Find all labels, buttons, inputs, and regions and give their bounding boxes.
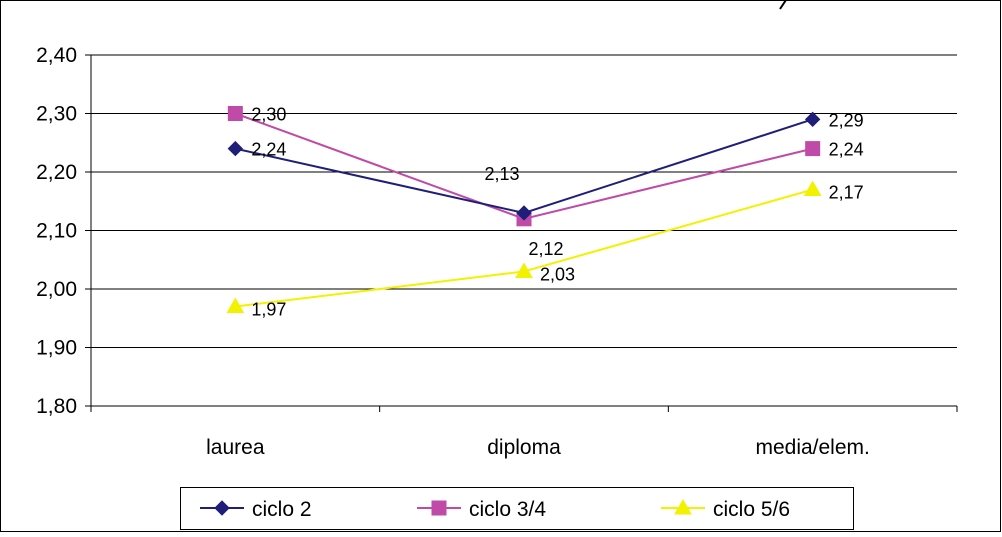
legend-label: ciclo 5/6 <box>713 498 790 521</box>
x-tick-label: laurea <box>206 436 265 459</box>
data-point <box>226 297 245 314</box>
axes <box>85 54 958 412</box>
y-tick-label: 2,10 <box>36 220 77 243</box>
legend-label: ciclo 2 <box>252 498 312 521</box>
x-tick-labels: laurea diploma media/elem. <box>206 436 870 459</box>
legend-label: ciclo 3/4 <box>469 498 546 521</box>
data-label: 2,29 <box>829 110 864 130</box>
x-tick-label: media/elem. <box>755 436 869 459</box>
clipped-title-fragment <box>779 0 787 10</box>
y-tick-label: 2,40 <box>36 44 77 67</box>
y-tick-label: 2,30 <box>36 103 77 126</box>
data-point <box>515 262 533 278</box>
y-tick-label: 2,00 <box>36 278 77 301</box>
y-tick-label: 1,90 <box>36 337 77 360</box>
data-label: 2,30 <box>251 105 286 125</box>
data-label: 1,97 <box>251 300 286 320</box>
data-label: 2,24 <box>251 140 286 160</box>
data-point <box>516 205 532 221</box>
y-tick-label: 2,20 <box>36 161 77 184</box>
data-point <box>805 141 821 157</box>
data-point <box>227 140 244 157</box>
data-labels: 2,24 2,13 2,29 2,30 2,12 2,24 1,97 2,03 2,17 <box>251 105 863 320</box>
data-label: 2,17 <box>829 183 864 203</box>
series-group <box>226 106 822 314</box>
y-tick-labels: 1,80 1,90 2,00 2,10 2,20 2,30 2,40 <box>36 44 77 418</box>
data-label: 2,13 <box>484 164 519 184</box>
legend-marker <box>214 500 230 516</box>
data-label: 2,24 <box>829 140 864 160</box>
legend-box <box>180 487 854 530</box>
data-label: 2,12 <box>528 239 563 259</box>
legend: ciclo 2 ciclo 3/4 ciclo 5/6 <box>180 487 854 530</box>
legend-marker <box>674 498 692 515</box>
legend-marker <box>431 500 447 516</box>
data-point <box>804 111 821 128</box>
y-tick-label: 1,80 <box>36 395 77 418</box>
data-point <box>227 106 243 121</box>
data-point <box>803 180 822 197</box>
x-tick-label: diploma <box>487 436 561 459</box>
data-label: 2,03 <box>540 264 575 284</box>
